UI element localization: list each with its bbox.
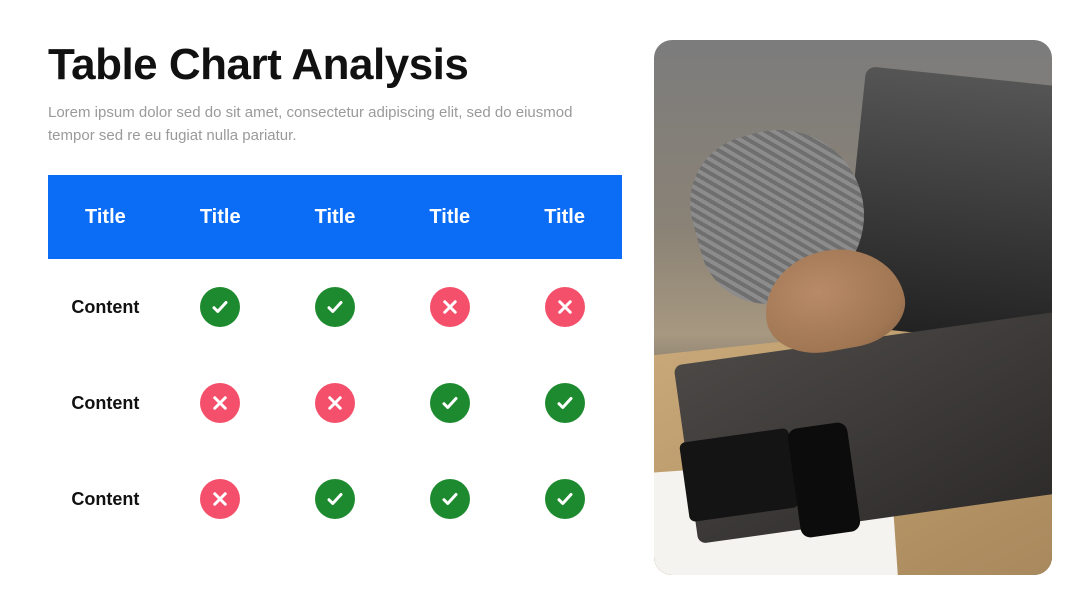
- cross-icon: [430, 287, 470, 327]
- table-header-row: Title Title Title Title Title: [48, 175, 622, 259]
- table-row: Content: [48, 355, 622, 451]
- check-icon: [200, 287, 240, 327]
- check-icon: [430, 479, 470, 519]
- table-header-cell: Title: [507, 206, 622, 229]
- table-header-cell: Title: [48, 206, 163, 229]
- table-cell: [507, 287, 622, 327]
- check-icon: [545, 479, 585, 519]
- table-header-cell: Title: [392, 206, 507, 229]
- table-header-cell: Title: [278, 206, 393, 229]
- left-column: Table Chart Analysis Lorem ipsum dolor s…: [48, 40, 622, 575]
- table-row: Content: [48, 259, 622, 355]
- table-cell: [163, 383, 278, 423]
- table-header-cell: Title: [163, 206, 278, 229]
- table-body: Content Content Content: [48, 259, 622, 547]
- check-icon: [430, 383, 470, 423]
- slide: Table Chart Analysis Lorem ipsum dolor s…: [0, 0, 1080, 607]
- page-subtitle: Lorem ipsum dolor sed do sit amet, conse…: [48, 102, 608, 147]
- cross-icon: [200, 479, 240, 519]
- photo-calculator: [679, 428, 799, 523]
- table-cell: [392, 383, 507, 423]
- row-label: Content: [48, 489, 163, 510]
- table-cell: [392, 479, 507, 519]
- check-icon: [315, 479, 355, 519]
- table-row: Content: [48, 451, 622, 547]
- cross-icon: [315, 383, 355, 423]
- table-cell: [278, 287, 393, 327]
- row-label: Content: [48, 393, 163, 414]
- table-cell: [507, 479, 622, 519]
- table-cell: [163, 287, 278, 327]
- check-icon: [545, 383, 585, 423]
- table-cell: [392, 287, 507, 327]
- check-icon: [315, 287, 355, 327]
- table-cell: [278, 383, 393, 423]
- cross-icon: [200, 383, 240, 423]
- row-label: Content: [48, 297, 163, 318]
- comparison-table: Title Title Title Title Title ContentCon…: [48, 175, 622, 547]
- hero-image: [654, 40, 1052, 575]
- cross-icon: [545, 287, 585, 327]
- page-title: Table Chart Analysis: [48, 40, 622, 90]
- table-cell: [163, 479, 278, 519]
- table-cell: [278, 479, 393, 519]
- table-cell: [507, 383, 622, 423]
